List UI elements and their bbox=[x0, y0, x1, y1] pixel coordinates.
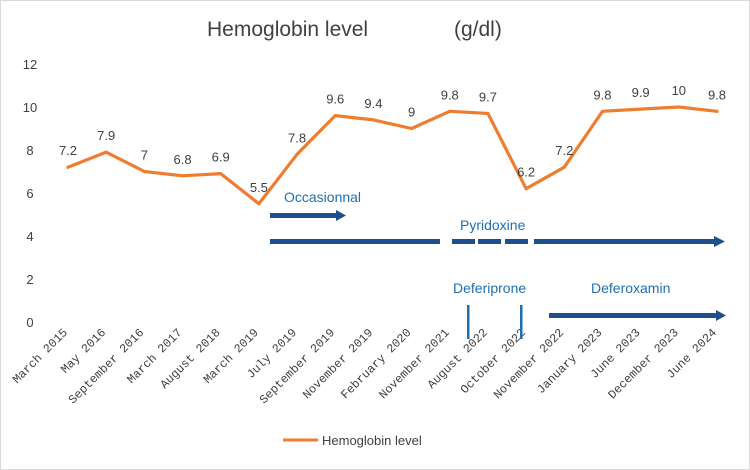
data-label: 6.8 bbox=[173, 152, 191, 167]
data-label: 5.5 bbox=[250, 180, 268, 195]
deferiprone-start-marker bbox=[467, 305, 470, 339]
y-tick-label: 6 bbox=[26, 186, 33, 201]
x-tick-label: February 2020 bbox=[338, 326, 414, 402]
data-point bbox=[715, 109, 719, 113]
legend: Hemoglobin level bbox=[283, 433, 422, 448]
data-label: 9.8 bbox=[441, 87, 459, 102]
deferoxamin-arrow-shaft bbox=[549, 313, 716, 318]
pyridoxine-arrow bbox=[270, 236, 725, 247]
series-line-hemoglobin bbox=[66, 105, 719, 206]
data-label: 6.2 bbox=[517, 165, 535, 180]
data-point bbox=[142, 170, 146, 173]
pyridoxine-segment-5 bbox=[534, 239, 714, 244]
data-label: 7.2 bbox=[59, 143, 77, 158]
y-tick-label: 12 bbox=[23, 57, 37, 72]
data-point bbox=[448, 109, 452, 113]
pyridoxine-segment-3 bbox=[478, 239, 501, 244]
occasionnal-arrow bbox=[270, 210, 346, 221]
data-point bbox=[677, 105, 681, 109]
data-label: 6.9 bbox=[212, 150, 230, 165]
data-label: 10 bbox=[672, 83, 686, 98]
pyridoxine-segment-1 bbox=[270, 239, 440, 244]
deferiprone-end-marker bbox=[520, 305, 523, 339]
data-label: 9.4 bbox=[364, 96, 382, 111]
annotation-occasionnal: Occasionnal bbox=[284, 189, 361, 205]
data-label: 7.8 bbox=[288, 130, 306, 145]
data-point bbox=[639, 107, 643, 111]
chart-title-unit: (g/dl) bbox=[454, 18, 502, 41]
annotation-deferoxamin: Deferoxamin bbox=[591, 280, 670, 296]
y-tick-label: 2 bbox=[26, 272, 33, 287]
data-label: 9.7 bbox=[479, 89, 497, 104]
data-point bbox=[524, 187, 528, 191]
x-tick-label: November 2019 bbox=[300, 326, 376, 402]
deferoxamin-arrow bbox=[549, 310, 726, 321]
pyridoxine-segment-2 bbox=[452, 239, 475, 244]
x-tick-label: January 2023 bbox=[534, 326, 605, 397]
annotation-pyridoxine: Pyridoxine bbox=[460, 217, 526, 233]
y-tick-label: 10 bbox=[23, 100, 37, 115]
pyridoxine-arrow-head bbox=[714, 236, 725, 247]
y-tick-label: 8 bbox=[26, 143, 33, 158]
data-point bbox=[410, 127, 414, 130]
data-label: 9.6 bbox=[326, 92, 344, 107]
deferoxamin-arrow-head bbox=[716, 310, 726, 321]
data-point bbox=[257, 202, 261, 206]
data-label: 9.8 bbox=[593, 87, 611, 102]
data-point bbox=[333, 114, 337, 118]
occasionnal-arrow-shaft bbox=[270, 213, 336, 218]
data-point bbox=[66, 165, 70, 169]
data-point bbox=[104, 150, 108, 154]
y-tick-label: 0 bbox=[26, 315, 33, 330]
data-label: 7.9 bbox=[97, 128, 115, 143]
x-tick-label: December 2023 bbox=[606, 326, 682, 402]
x-tick-label: November 2022 bbox=[491, 326, 567, 402]
x-tick-label: March 2015 bbox=[10, 326, 71, 387]
x-tick-label: November 2021 bbox=[376, 326, 452, 402]
data-point bbox=[181, 174, 185, 178]
data-point bbox=[219, 172, 223, 176]
data-point bbox=[295, 152, 299, 156]
data-point bbox=[600, 109, 604, 113]
data-label: 7 bbox=[141, 148, 148, 163]
chart-title: Hemoglobin level bbox=[207, 18, 368, 41]
data-point bbox=[562, 165, 566, 169]
data-label: 9.8 bbox=[708, 87, 726, 102]
annotation-deferiprone: Deferiprone bbox=[453, 280, 526, 296]
data-point bbox=[486, 111, 490, 115]
legend-label: Hemoglobin level bbox=[322, 433, 422, 448]
data-label: 9.9 bbox=[632, 85, 650, 100]
data-point bbox=[371, 118, 375, 122]
data-label: 9 bbox=[408, 105, 415, 120]
y-tick-label: 4 bbox=[26, 229, 33, 244]
pyridoxine-segment-4 bbox=[505, 239, 528, 244]
occasionnal-arrow-head bbox=[336, 210, 346, 221]
data-label: 7.2 bbox=[555, 143, 573, 158]
